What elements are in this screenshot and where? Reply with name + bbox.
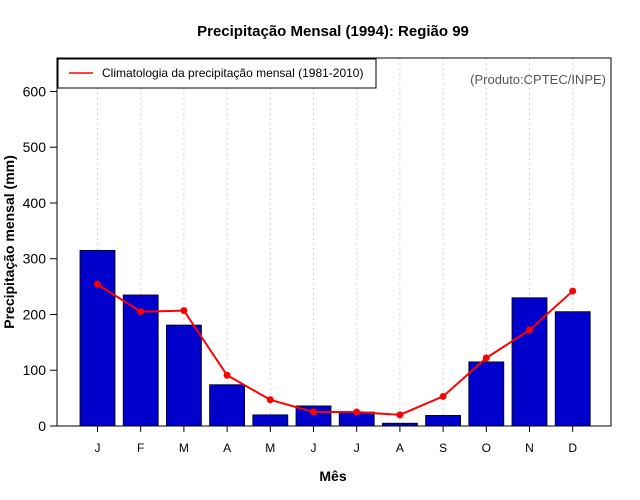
- bar-2: [122, 294, 159, 427]
- x-tick-label: D: [568, 441, 577, 455]
- y-tick-label: 0: [38, 418, 46, 434]
- x-axis-title: Mês: [319, 468, 346, 484]
- climatology-point-8: [396, 411, 404, 419]
- legend-box: [57, 58, 377, 89]
- y-axis-title: Precipitação mensal (mm): [1, 155, 17, 329]
- climatology-line: [94, 280, 577, 419]
- x-tick-label: J: [95, 441, 101, 455]
- x-tick-label: M: [179, 441, 189, 455]
- x-tick-label: J: [311, 441, 317, 455]
- plot-frame: [56, 57, 612, 427]
- bar-12: [554, 311, 591, 427]
- x-tick-label: N: [525, 441, 534, 455]
- x-tick-label: A: [223, 441, 231, 455]
- climatology-point-6: [310, 408, 317, 416]
- climatology-point-5: [266, 396, 274, 404]
- climatology-point-7: [353, 408, 361, 416]
- x-tick-label: M: [265, 441, 275, 455]
- climatology-point-9: [439, 392, 447, 400]
- x-tick-label: J: [354, 441, 360, 455]
- y-tick-label: 500: [23, 139, 47, 155]
- y-tick-label: 100: [23, 362, 47, 378]
- bar-10: [468, 361, 505, 427]
- climatology-point-10: [482, 354, 490, 362]
- climatology-point-12: [569, 287, 577, 295]
- y-axis: 0 100 200 300 400 500 600: [23, 83, 57, 434]
- bars: [79, 249, 591, 427]
- legend: Climatologia da precipitação mensal (198…: [57, 58, 377, 89]
- bar-1: [79, 249, 116, 427]
- climatology-point-11: [526, 326, 533, 334]
- x-tick-label: F: [137, 441, 144, 455]
- y-tick-label: 400: [23, 195, 47, 211]
- x-tick-label: S: [439, 441, 447, 455]
- x-tick-label: O: [482, 441, 491, 455]
- climatology-point-1: [94, 280, 101, 288]
- credit-text: (Produto:CPTEC/INPE): [470, 72, 606, 87]
- climatology-point-2: [137, 308, 145, 316]
- y-tick-label: 300: [23, 251, 47, 267]
- x-tick-label: A: [396, 441, 404, 455]
- bar-11: [511, 297, 548, 427]
- climatology-point-4: [223, 371, 231, 379]
- y-tick-label: 600: [23, 83, 47, 99]
- climatology-polyline: [96, 283, 574, 416]
- y-tick-label: 200: [23, 306, 47, 322]
- bar-9: [425, 415, 462, 427]
- bar-4: [209, 384, 246, 427]
- bar-5: [252, 414, 289, 427]
- legend-label: Climatologia da precipitação mensal (198…: [102, 66, 363, 80]
- climatology-point-3: [180, 307, 188, 315]
- bar-3: [165, 324, 202, 427]
- chart-title: Precipitação Mensal (1994): Região 99: [197, 23, 469, 40]
